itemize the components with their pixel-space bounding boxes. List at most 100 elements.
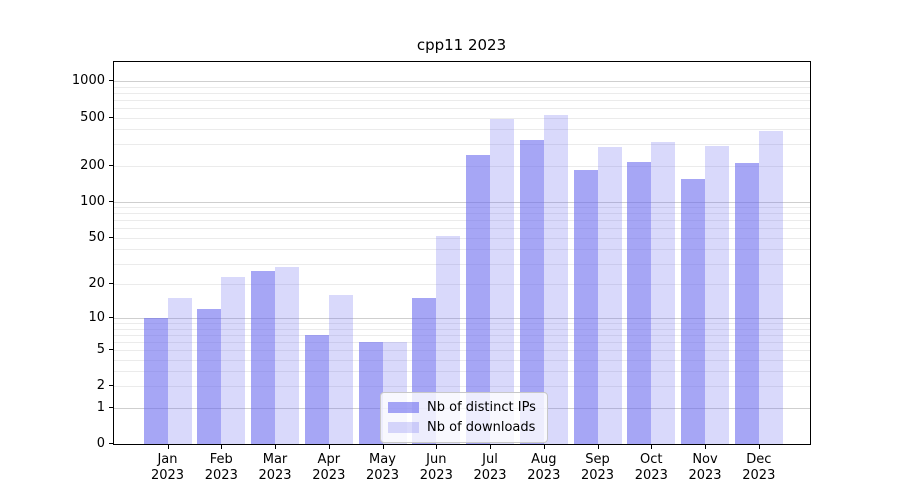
gridline-minor xyxy=(114,108,810,110)
x-tick-mark xyxy=(328,445,330,449)
gridline-minor xyxy=(114,213,810,215)
x-tick-label-jan: Jan 2023 xyxy=(150,452,185,484)
y-tick-mark xyxy=(109,443,113,444)
bar-oct-distinct-ips xyxy=(627,161,652,444)
bar-sep-distinct-ips xyxy=(573,169,598,444)
y-tick-label: 200 xyxy=(80,157,105,173)
legend-label-distinct-ips: Nb of distinct IPs xyxy=(427,400,536,415)
x-tick-mark xyxy=(651,445,653,449)
x-tick-label-feb: Feb 2023 xyxy=(204,452,238,484)
x-tick-label-oct: Oct 2023 xyxy=(634,452,668,484)
gridline-minor xyxy=(114,386,810,388)
plot-area xyxy=(113,61,811,445)
gridline-minor xyxy=(114,328,810,330)
bar-sep-downloads xyxy=(597,147,622,444)
gridline-minor xyxy=(114,100,810,101)
y-tick-mark xyxy=(109,348,113,350)
gridline-minor xyxy=(114,284,810,286)
gridline-minor xyxy=(114,349,810,351)
x-tick-label-may: May 2023 xyxy=(365,452,400,484)
bar-apr-downloads xyxy=(328,295,353,444)
y-tick-mark xyxy=(109,283,113,285)
gridline-minor xyxy=(114,129,810,131)
legend-swatch-distinct-ips xyxy=(388,402,419,413)
gridline-major xyxy=(114,318,810,320)
gridline-minor xyxy=(114,228,810,230)
y-tick-mark xyxy=(109,406,113,408)
bar-jul-downloads xyxy=(490,118,514,444)
gridline-minor xyxy=(114,371,810,373)
gridline-minor xyxy=(114,86,810,88)
x-tick-label-sep: Sep 2023 xyxy=(580,452,615,484)
y-tick-mark xyxy=(109,200,113,202)
x-tick-mark xyxy=(167,445,169,449)
y-tick-mark xyxy=(109,80,113,82)
x-tick-label-nov: Nov 2023 xyxy=(688,452,722,484)
gridline-minor xyxy=(114,237,810,239)
x-tick-mark xyxy=(490,445,491,449)
y-tick-label: 50 xyxy=(88,229,105,245)
x-tick-mark xyxy=(436,445,438,449)
gridline-minor xyxy=(114,144,810,146)
bar-oct-downloads xyxy=(651,141,676,444)
x-tick-label-jun: Jun 2023 xyxy=(419,452,453,484)
gridline-major xyxy=(114,81,810,83)
bar-mar-downloads xyxy=(275,267,299,444)
x-tick-mark xyxy=(543,445,545,449)
x-tick-mark xyxy=(705,445,706,449)
x-tick-label-mar: Mar 2023 xyxy=(258,452,292,484)
legend-swatch-downloads xyxy=(388,422,419,433)
x-tick-label-dec: Dec 2023 xyxy=(742,452,776,484)
bar-jan-downloads xyxy=(167,298,192,444)
y-tick-label: 20 xyxy=(88,276,105,292)
bar-aug-downloads xyxy=(543,115,568,444)
y-tick-label: 100 xyxy=(80,193,105,209)
bar-dec-distinct-ips xyxy=(734,163,759,444)
bar-apr-distinct-ips xyxy=(304,334,329,444)
gridline-minor xyxy=(114,323,810,325)
gridline-major xyxy=(114,201,810,203)
legend-row-downloads: Nb of downloads xyxy=(388,420,536,435)
gridline-minor xyxy=(114,249,810,250)
bar-dec-downloads xyxy=(758,130,783,444)
bar-mar-distinct-ips xyxy=(251,271,275,444)
y-tick-mark xyxy=(109,317,113,319)
gridline-minor xyxy=(114,165,810,167)
gridline-minor xyxy=(114,263,810,265)
legend-label-downloads: Nb of downloads xyxy=(427,420,536,435)
y-tick-label: 2 xyxy=(96,378,105,394)
bar-feb-downloads xyxy=(221,277,246,444)
y-tick-label: 500 xyxy=(80,109,105,125)
x-tick-label-aug: Aug 2023 xyxy=(527,452,561,484)
x-tick-mark xyxy=(597,445,599,449)
gridline-minor xyxy=(114,341,810,343)
x-tick-mark xyxy=(382,445,384,449)
x-tick-label-apr: Apr 2023 xyxy=(312,452,346,484)
gridline-minor xyxy=(114,359,810,361)
gridline-minor xyxy=(114,93,810,94)
bar-jan-distinct-ips xyxy=(143,318,168,444)
bar-may-distinct-ips xyxy=(358,341,383,444)
bar-nov-distinct-ips xyxy=(681,178,705,444)
y-tick-mark xyxy=(109,236,113,238)
gridline-minor xyxy=(114,220,810,222)
y-tick-label: 0 xyxy=(96,436,105,451)
x-tick-mark xyxy=(221,445,223,449)
bar-nov-downloads xyxy=(705,146,729,444)
chart-title: cpp11 2023 xyxy=(416,36,507,54)
gridline-minor xyxy=(114,117,810,119)
y-tick-mark xyxy=(109,385,113,387)
gridline-minor xyxy=(114,207,810,209)
gridline-minor xyxy=(114,334,810,336)
x-tick-mark xyxy=(758,445,760,449)
x-tick-mark xyxy=(275,445,276,449)
y-tick-label: 1000 xyxy=(71,73,105,89)
y-tick-label: 5 xyxy=(96,341,105,357)
legend-row-distinct-ips: Nb of distinct IPs xyxy=(388,400,536,415)
y-tick-label: 10 xyxy=(88,310,105,326)
bar-feb-distinct-ips xyxy=(197,309,222,444)
legend: Nb of distinct IPs Nb of downloads xyxy=(380,392,548,443)
y-tick-mark xyxy=(109,116,113,118)
y-tick-label: 1 xyxy=(96,399,105,415)
